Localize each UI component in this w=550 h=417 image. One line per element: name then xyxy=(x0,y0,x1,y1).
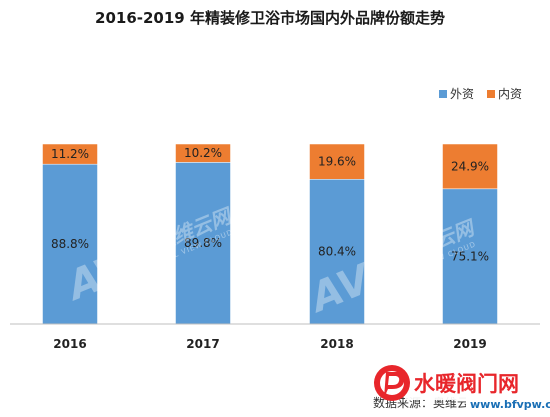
bar-2019-domestic xyxy=(442,143,498,190)
x-tick-2016: 2016 xyxy=(53,337,86,351)
site-logo: 水暖阀门网 www.bfvpw.com xyxy=(374,365,550,411)
bar-group xyxy=(42,143,498,325)
data-label-2019-foreign: 75.1% xyxy=(451,249,489,263)
x-tick-2018: 2018 xyxy=(320,337,353,351)
legend-swatch-foreign xyxy=(439,90,447,98)
legend-swatch-domestic xyxy=(487,90,495,98)
data-label-2017-foreign: 89.8% xyxy=(184,236,222,250)
bar-labels: 88.8% 11.2% 89.8% 10.2% 80.4% 19.6% 75.1% 24.9% xyxy=(51,146,489,263)
x-axis-ticks: 2016 2017 2018 2019 xyxy=(53,337,486,351)
valve-mark-icon xyxy=(374,365,410,401)
data-label-2017-domestic: 10.2% xyxy=(184,146,222,160)
site-url-backdrop xyxy=(466,397,546,411)
bar-2017-domestic xyxy=(175,143,231,163)
x-tick-2019: 2019 xyxy=(453,337,486,351)
site-name: 水暖阀门网 xyxy=(414,372,519,396)
data-label-2018-foreign: 80.4% xyxy=(318,245,356,259)
bar-2016-domestic xyxy=(42,143,98,165)
x-tick-2017: 2017 xyxy=(186,337,219,351)
legend-label-foreign: 外资 xyxy=(450,87,474,101)
legend-label-domestic: 内资 xyxy=(498,87,522,101)
data-label-2019-domestic: 24.9% xyxy=(451,159,489,173)
site-logo-backdrop xyxy=(405,368,550,400)
bar-2019-foreign xyxy=(442,188,498,325)
data-label-2018-domestic: 19.6% xyxy=(318,155,356,169)
bar-2016-foreign xyxy=(42,163,98,325)
site-url: www.bfvpw.com xyxy=(470,398,550,411)
data-label-2016-domestic: 11.2% xyxy=(51,147,89,161)
bar-2018-foreign xyxy=(309,179,365,325)
legend: 外资 内资 xyxy=(439,87,522,101)
data-label-2016-foreign: 88.8% xyxy=(51,237,89,251)
chart-title: 2016-2019 年精装修卫浴市场国内外品牌份额走势 xyxy=(95,9,445,27)
bar-2018-domestic xyxy=(309,143,365,180)
